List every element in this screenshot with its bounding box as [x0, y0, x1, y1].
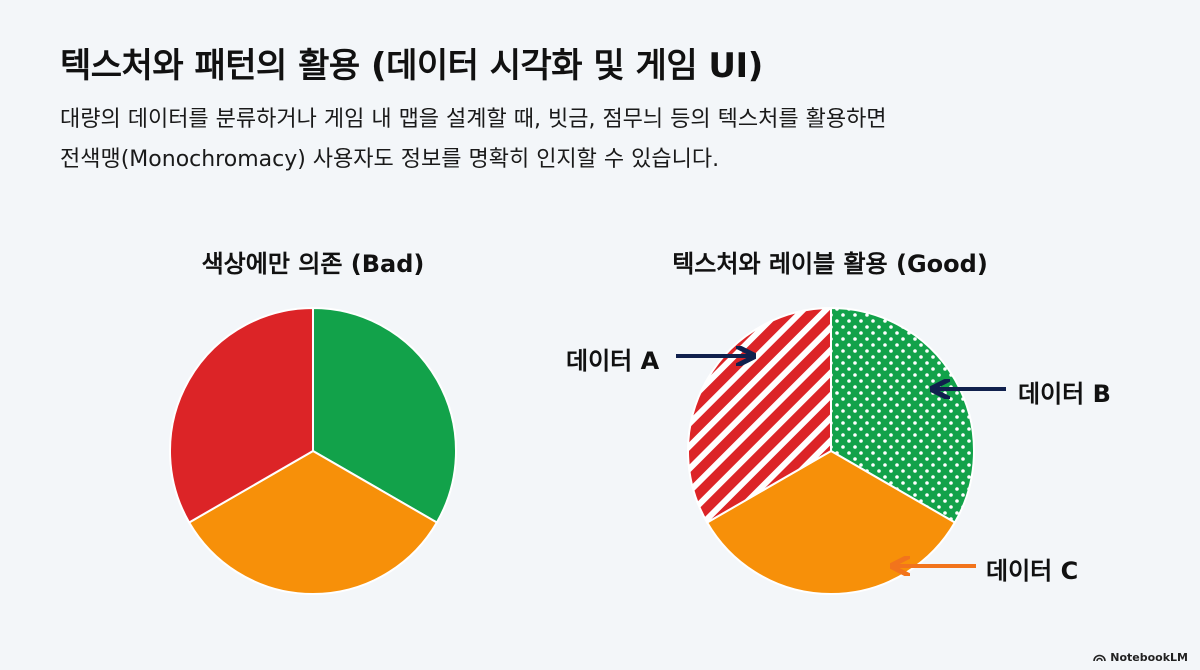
callout-arrows — [676, 356, 1006, 566]
good-slice-데이터-B — [830, 306, 975, 524]
bad-slice-2 — [187, 449, 439, 595]
good-chart-title: 텍스처와 레이블 활용 (Good) — [672, 250, 988, 278]
brand: NotebookLM — [1093, 651, 1188, 664]
label-data-a: 데이터 A — [566, 347, 660, 375]
notebooklm-logo-icon — [1093, 654, 1107, 662]
label-data-b: 데이터 B — [1018, 380, 1111, 408]
subtitle-line-1: 대량의 데이터를 분류하거나 게임 내 맵을 설계할 때, 빗금, 점무늬 등의… — [60, 107, 887, 132]
page-subtitle: 대량의 데이터를 분류하거나 게임 내 맵을 설계할 때, 빗금, 점무늬 등의… — [60, 100, 1140, 180]
brand-name: NotebookLM — [1110, 651, 1188, 664]
bad-slice-1 — [312, 306, 457, 524]
label-data-c: 데이터 C — [986, 557, 1079, 585]
pie-good — [687, 306, 975, 595]
bad-chart-title: 색상에만 의존 (Bad) — [201, 250, 425, 278]
good-slice-데이터-A — [687, 306, 832, 524]
subtitle-line-2: 전색맹(Monochromacy) 사용자도 정보를 명확히 인지할 수 있습니… — [60, 147, 720, 172]
pie-bad — [169, 306, 457, 595]
page-title: 텍스처와 패턴의 활용 (데이터 시각화 및 게임 UI) — [60, 46, 763, 86]
bad-slice-3 — [169, 306, 314, 524]
